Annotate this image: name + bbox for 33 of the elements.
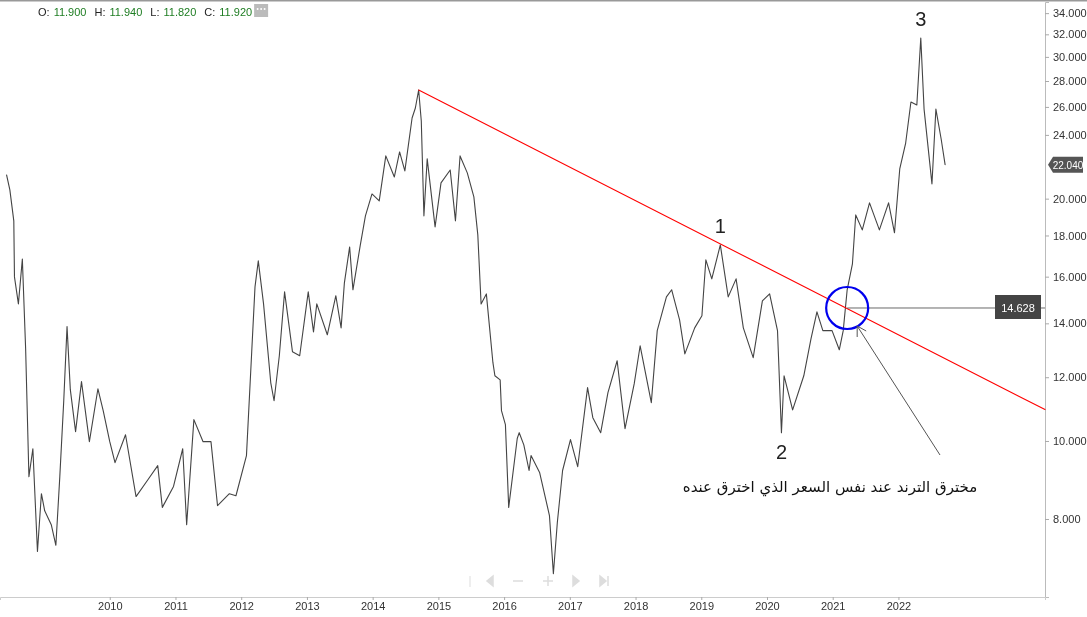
x-tick-label: 2019 — [689, 599, 715, 612]
x-tick-label: 2021 — [820, 599, 846, 612]
y-tick-label: 34.000 — [1053, 7, 1087, 20]
annotation: 14.628 — [1001, 302, 1035, 314]
annotation: 1 — [714, 214, 726, 237]
y-tick-label: 28.000 — [1053, 75, 1087, 88]
annotation: 3 — [915, 8, 927, 31]
x-tick-label: 2011 — [164, 599, 188, 612]
y-tick-label: 24.000 — [1053, 128, 1087, 141]
y-tick-label: 16.000 — [1053, 270, 1087, 283]
y-tick-label: 14.000 — [1053, 317, 1087, 330]
chart-subtitle: O: 11.900 H: 11.940 L: 11.820 C: 11.920 — [38, 6, 253, 18]
y-tick-label: 20.000 — [1053, 192, 1087, 205]
x-tick-label: 2017 — [558, 599, 583, 612]
x-tick-label: 2015 — [426, 599, 452, 612]
text: 22.040 — [1052, 159, 1084, 171]
y-tick-label: 12.000 — [1053, 371, 1087, 384]
y-tick-label: 32.000 — [1053, 28, 1087, 41]
y-tick-label: 26.000 — [1053, 100, 1087, 113]
x-tick-label: 2013 — [295, 599, 320, 612]
annotation: مخترق الترند عند نفس السعر الذي اخترق عنده — [682, 478, 978, 497]
y-tick-label: 8.000 — [1053, 513, 1081, 526]
y-tick-label: 10.000 — [1053, 434, 1087, 447]
x-tick-label: 2016 — [492, 599, 517, 612]
x-tick-label: 2022 — [886, 599, 912, 612]
x-tick-label: 2012 — [229, 599, 254, 612]
y-tick-label: 30.000 — [1053, 50, 1087, 63]
x-tick-label: 2014 — [360, 599, 386, 612]
x-tick-label: 2020 — [755, 599, 780, 612]
x-tick-label: 2010 — [98, 599, 123, 612]
annotation: 2 — [775, 440, 788, 463]
x-tick-label: 2018 — [623, 599, 649, 612]
y-tick-label: 18.000 — [1053, 229, 1087, 242]
